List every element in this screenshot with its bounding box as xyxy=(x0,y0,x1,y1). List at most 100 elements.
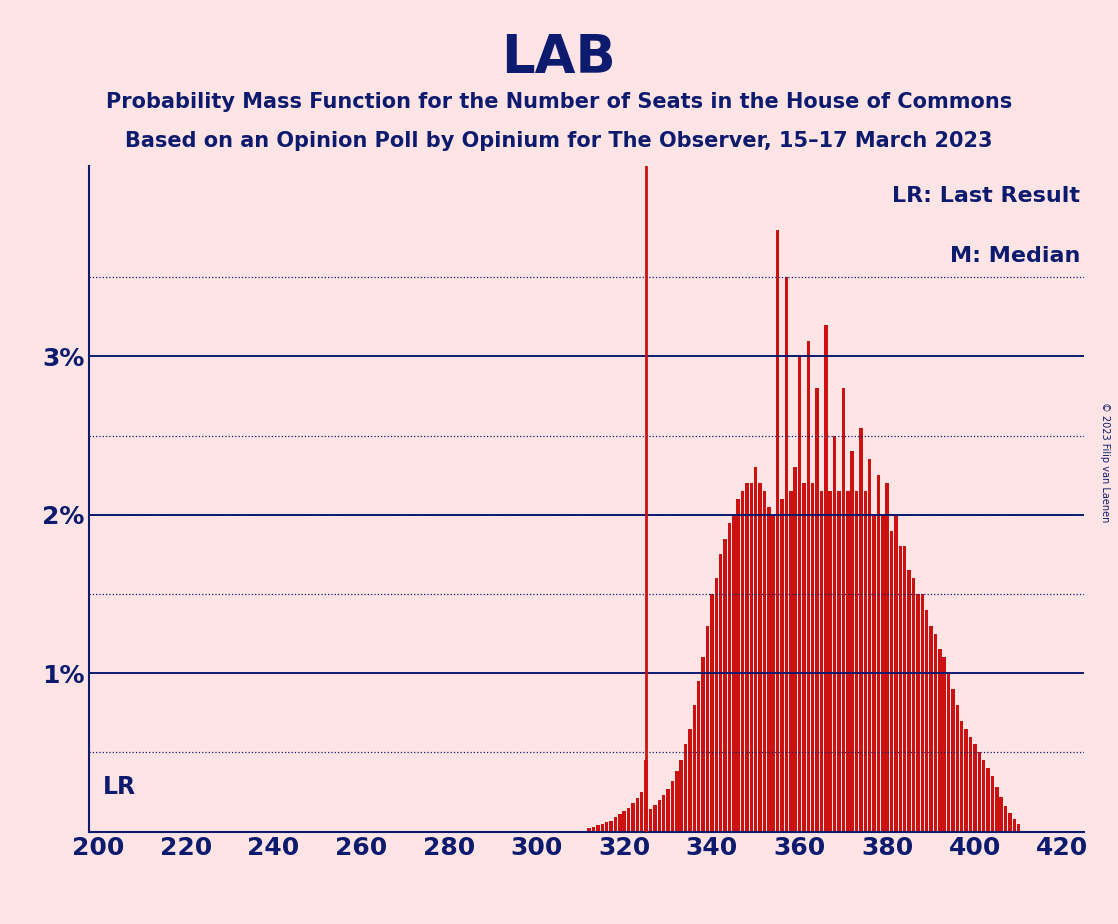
Bar xyxy=(828,491,832,832)
Bar xyxy=(632,803,635,832)
Bar xyxy=(938,650,941,832)
Bar xyxy=(925,610,928,832)
Bar xyxy=(890,530,893,832)
Bar xyxy=(934,634,937,832)
Bar xyxy=(653,805,656,832)
Text: Based on an Opinion Poll by Opinium for The Observer, 15–17 March 2023: Based on an Opinion Poll by Opinium for … xyxy=(125,131,993,152)
Text: LR: LR xyxy=(103,775,135,799)
Bar xyxy=(657,800,661,832)
Bar xyxy=(991,776,994,832)
Bar xyxy=(749,483,754,832)
Bar xyxy=(947,674,950,832)
Bar xyxy=(977,752,980,832)
Text: M: Median: M: Median xyxy=(949,246,1080,266)
Bar xyxy=(623,811,626,832)
Bar xyxy=(956,705,959,832)
Bar xyxy=(776,230,779,832)
Bar xyxy=(916,594,920,832)
Bar xyxy=(723,539,727,832)
Bar xyxy=(842,388,845,832)
Bar xyxy=(868,459,871,832)
Bar xyxy=(1017,823,1021,832)
Bar xyxy=(697,681,701,832)
Bar xyxy=(609,821,613,832)
Bar xyxy=(614,818,617,832)
Bar xyxy=(600,823,604,832)
Bar xyxy=(648,809,652,832)
Bar xyxy=(591,827,595,832)
Bar xyxy=(803,483,806,832)
Bar xyxy=(885,483,889,832)
Bar xyxy=(719,554,722,832)
Bar xyxy=(644,760,647,832)
Bar xyxy=(837,491,841,832)
Bar xyxy=(960,721,964,832)
Bar xyxy=(732,515,736,832)
Bar xyxy=(596,825,599,832)
Bar xyxy=(587,829,591,832)
Bar xyxy=(746,483,749,832)
Text: LAB: LAB xyxy=(502,32,616,84)
Bar xyxy=(618,814,622,832)
Bar xyxy=(942,657,946,832)
Bar xyxy=(968,736,973,832)
Bar xyxy=(951,689,955,832)
Bar xyxy=(872,515,875,832)
Bar xyxy=(929,626,932,832)
Bar xyxy=(705,626,709,832)
Text: LR: Last Result: LR: Last Result xyxy=(892,187,1080,206)
Bar xyxy=(920,594,925,832)
Bar xyxy=(671,781,674,832)
Bar xyxy=(758,483,761,832)
Bar xyxy=(627,808,631,832)
Bar xyxy=(639,792,644,832)
Bar xyxy=(728,523,731,832)
Bar xyxy=(1004,807,1007,832)
Bar xyxy=(701,657,704,832)
Bar xyxy=(794,468,797,832)
Bar xyxy=(973,745,977,832)
Text: Probability Mass Function for the Number of Seats in the House of Commons: Probability Mass Function for the Number… xyxy=(106,92,1012,113)
Bar xyxy=(1008,812,1012,832)
Bar xyxy=(605,822,608,832)
Bar xyxy=(785,277,788,832)
Bar xyxy=(859,428,863,832)
Bar xyxy=(689,729,692,832)
Bar xyxy=(714,578,718,832)
Bar xyxy=(881,515,884,832)
Bar xyxy=(815,388,818,832)
Bar xyxy=(995,787,998,832)
Bar xyxy=(965,729,968,832)
Bar xyxy=(982,760,985,832)
Bar xyxy=(762,491,766,832)
Bar xyxy=(1013,819,1016,832)
Bar xyxy=(824,324,827,832)
Bar xyxy=(710,594,713,832)
Bar xyxy=(811,483,814,832)
Bar xyxy=(819,491,823,832)
Bar xyxy=(741,491,745,832)
Bar xyxy=(806,341,811,832)
Bar xyxy=(680,760,683,832)
Bar xyxy=(908,570,911,832)
Bar xyxy=(877,475,880,832)
Bar xyxy=(798,357,802,832)
Bar xyxy=(851,452,854,832)
Bar xyxy=(684,745,688,832)
Bar xyxy=(846,491,850,832)
Bar xyxy=(833,435,836,832)
Bar xyxy=(899,546,902,832)
Bar xyxy=(999,796,1003,832)
Bar xyxy=(666,789,670,832)
Bar xyxy=(754,468,758,832)
Bar xyxy=(894,515,898,832)
Bar xyxy=(986,768,989,832)
Bar xyxy=(767,507,770,832)
Bar xyxy=(662,796,665,832)
Bar xyxy=(780,499,784,832)
Bar xyxy=(863,491,868,832)
Bar xyxy=(789,491,793,832)
Bar xyxy=(912,578,916,832)
Bar xyxy=(675,772,679,832)
Text: © 2023 Filip van Laenen: © 2023 Filip van Laenen xyxy=(1100,402,1109,522)
